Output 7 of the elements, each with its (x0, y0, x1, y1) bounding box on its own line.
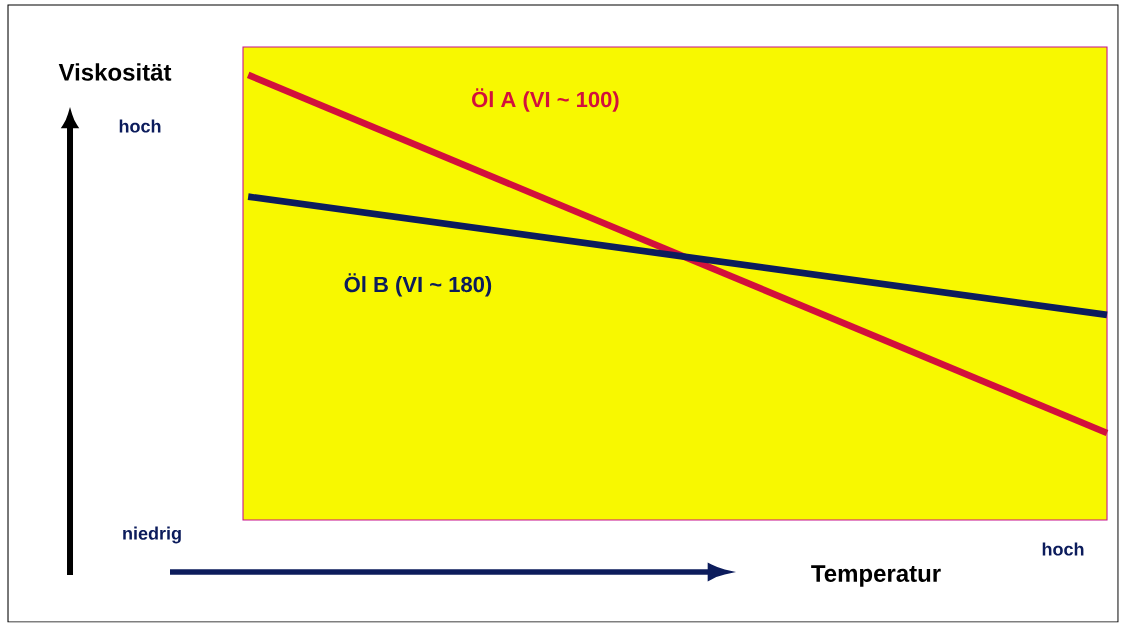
y-axis-title: Viskosität (58, 63, 172, 82)
text: Temperatur (811, 565, 941, 587)
annotation: hoch (119, 119, 161, 133)
text: Öl A (VI ~ 100) (472, 88, 619, 112)
text: hoch (1042, 542, 1084, 556)
text: niedrig (123, 526, 181, 544)
series-label: Öl B (VI ~ 180) (344, 273, 492, 297)
